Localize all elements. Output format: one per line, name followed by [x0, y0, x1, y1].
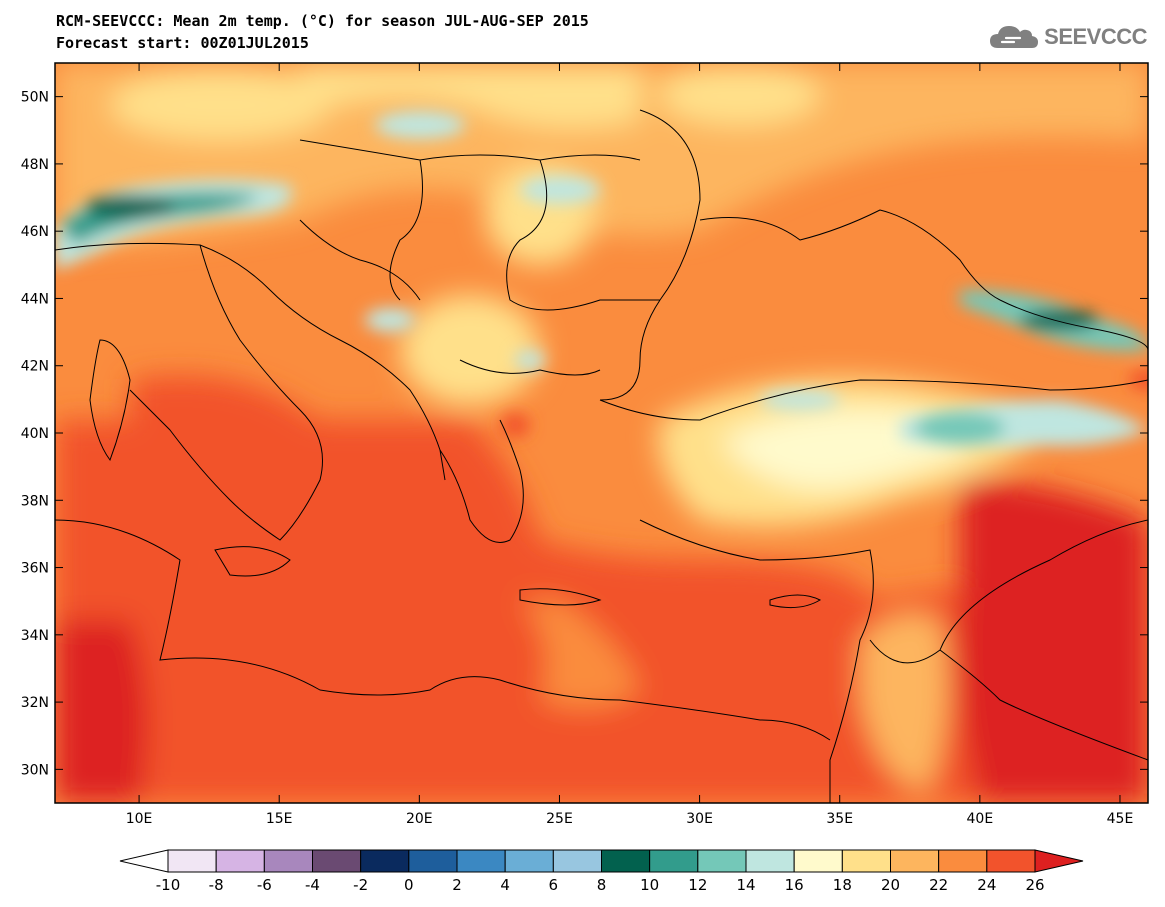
- lat-tick-label: 50N: [21, 90, 49, 106]
- lon-tick-label: 30E: [686, 811, 713, 827]
- colorbar-swatch: [745, 849, 795, 873]
- colorbar-swatch: [504, 849, 554, 873]
- lat-tick-label: 36N: [21, 561, 49, 577]
- colorbar-label: 6: [549, 876, 559, 894]
- logo-text: SEEVCCC: [1044, 24, 1147, 49]
- colorbar-label: 26: [1025, 876, 1044, 894]
- colorbar-swatch: [841, 849, 891, 873]
- lon-tick-label: 40E: [967, 811, 994, 827]
- colorbar-swatch: [263, 849, 314, 873]
- lat-tick-label: 32N: [21, 695, 49, 711]
- lat-tick-label: 38N: [21, 493, 49, 509]
- colorbar-swatch: [360, 849, 410, 873]
- colorbar-swatch: [456, 849, 506, 873]
- lat-tick-label: 44N: [21, 291, 49, 307]
- colorbar-label: 12: [688, 876, 707, 894]
- longitude-axis: 10E 15E 20E 25E 30E 35E 40E 45E: [126, 63, 1134, 827]
- colorbar-label: 14: [736, 876, 755, 894]
- colorbar-over-triangle: [1034, 849, 1084, 873]
- colorbar-label: -2: [353, 876, 368, 894]
- forecast-start-label: Forecast start: 00Z01JUL2015: [56, 34, 309, 52]
- colorbar-swatch: [697, 849, 747, 873]
- colorbar-swatch: [312, 849, 362, 873]
- lat-tick-label: 34N: [21, 628, 49, 644]
- colorbar-label: 18: [833, 876, 852, 894]
- lat-tick-label: 48N: [21, 157, 49, 173]
- cloud-icon: [990, 26, 1039, 48]
- colorbar-label: 4: [500, 876, 510, 894]
- lat-tick-label: 46N: [21, 224, 49, 240]
- colorbar-label: 24: [977, 876, 996, 894]
- colorbar-label: 10: [640, 876, 659, 894]
- colorbar-swatch: [793, 849, 843, 873]
- coastlines-and-borders: [55, 109, 1148, 803]
- colorbar-label: -6: [257, 876, 272, 894]
- lon-tick-label: 20E: [406, 811, 433, 827]
- colorbar-swatch: [552, 849, 602, 873]
- colorbar-swatch: [601, 849, 651, 873]
- colorbar-label: 22: [929, 876, 948, 894]
- colorbar-swatch: [408, 849, 458, 873]
- colorbar-swatch: [215, 849, 265, 873]
- temperature-field: [55, 63, 1148, 803]
- seevccc-logo: SEEVCCC: [988, 20, 1147, 54]
- colorbar-label: 2: [452, 876, 462, 894]
- lat-tick-label: 30N: [21, 762, 49, 778]
- lon-tick-label: 45E: [1107, 811, 1134, 827]
- map-title: RCM-SEEVCCC: Mean 2m temp. (°C) for seas…: [56, 12, 589, 30]
- colorbar-label: 16: [785, 876, 804, 894]
- colorbar-swatch: [938, 849, 988, 873]
- lat-tick-label: 40N: [21, 426, 49, 442]
- lon-tick-label: 15E: [266, 811, 293, 827]
- colorbar-swatch: [986, 849, 1036, 873]
- lon-tick-label: 25E: [546, 811, 573, 827]
- colorbar-label: 0: [404, 876, 414, 894]
- colorbar-swatch: [649, 849, 699, 873]
- colorbar-label: 8: [597, 876, 607, 894]
- lon-tick-label: 10E: [126, 811, 153, 827]
- latitude-axis: 30N 32N 34N 36N 38N 40N 42N 44N 46N 48N 50N: [21, 90, 1148, 778]
- lat-tick-label: 42N: [21, 359, 49, 375]
- colorbar: -10 -8 -6 -4 -2 0 2 4 6 8 10 12 14 16 18 20 22 24 26: [119, 849, 1084, 894]
- colorbar-label: -10: [156, 876, 181, 894]
- colorbar-swatch: [167, 849, 217, 873]
- lon-tick-label: 35E: [826, 811, 853, 827]
- colorbar-label: -4: [305, 876, 320, 894]
- colorbar-under-triangle: [119, 849, 169, 873]
- colorbar-label: 20: [881, 876, 900, 894]
- colorbar-label: -8: [209, 876, 224, 894]
- colorbar-swatch: [890, 849, 940, 873]
